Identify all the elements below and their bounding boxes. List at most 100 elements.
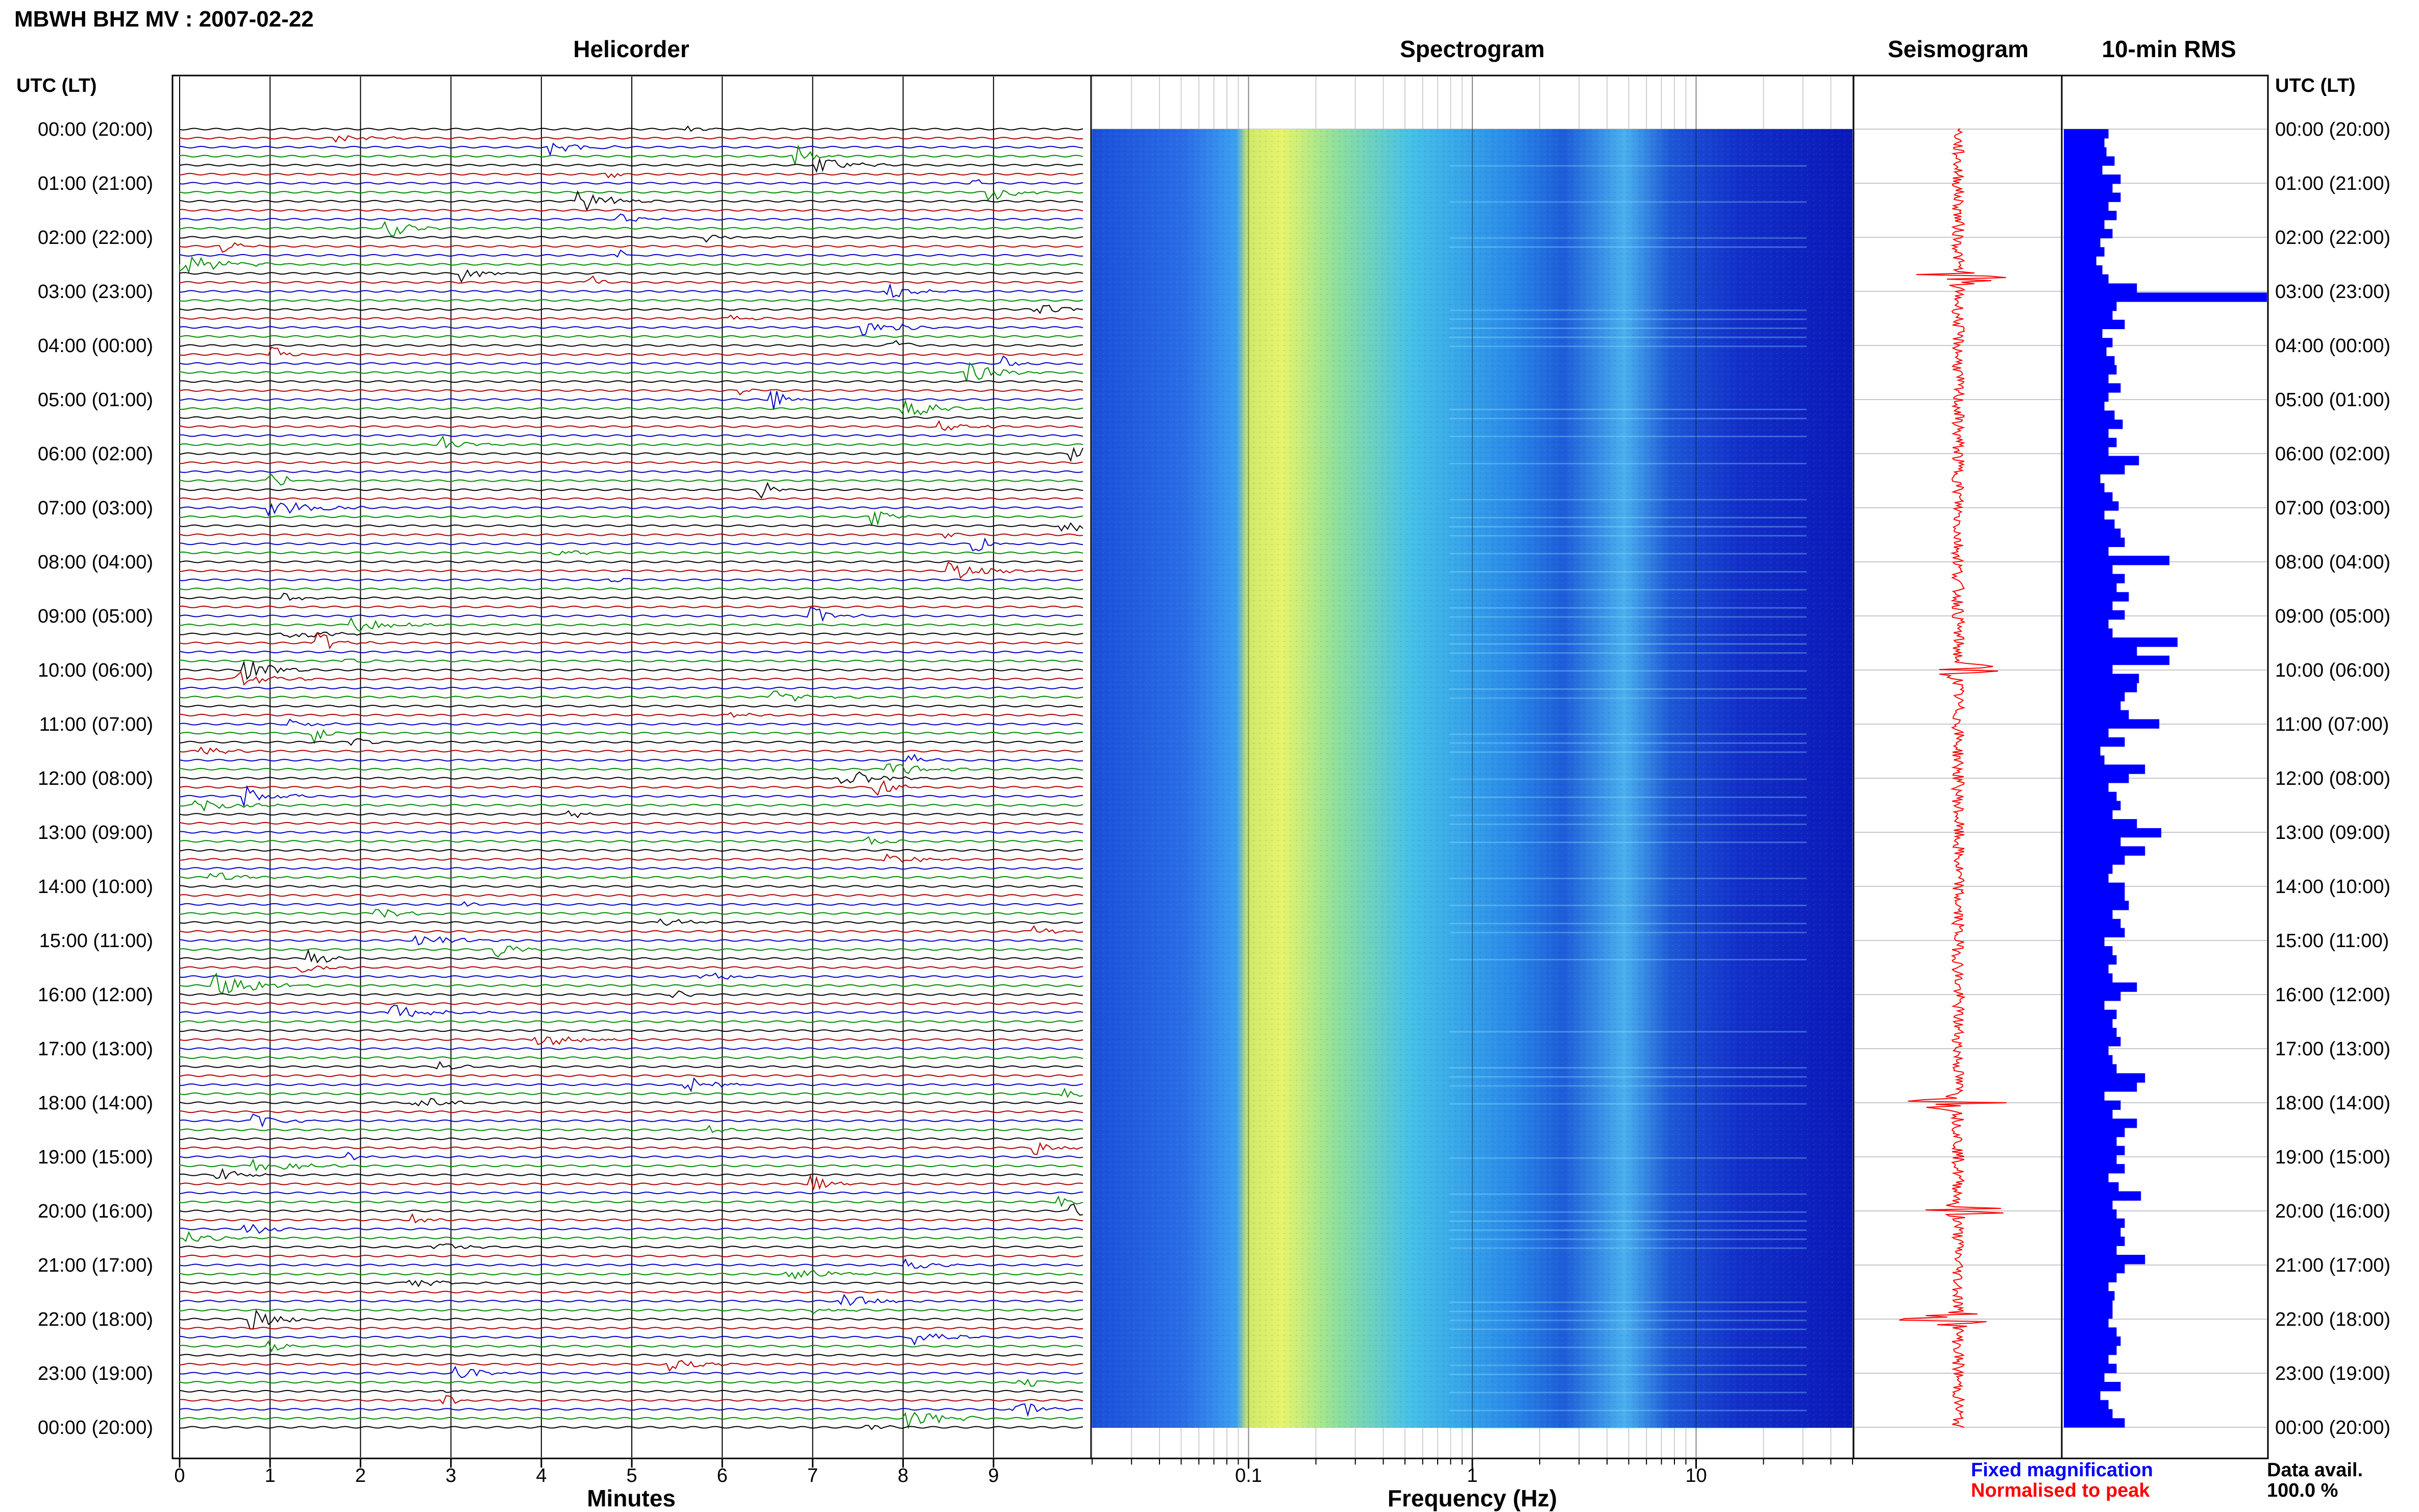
rms-bar xyxy=(2064,1364,2117,1373)
hour-label-left: 00:00 (20:00) xyxy=(38,119,153,140)
hour-label-right: 22:00 (18:00) xyxy=(2275,1309,2390,1330)
hour-label-left: 06:00 (02:00) xyxy=(38,443,153,465)
helicorder-line xyxy=(179,1020,1083,1023)
helicorder-line xyxy=(179,314,1083,320)
rms-bar xyxy=(2064,1382,2121,1392)
hour-label-right: 15:00 (11:00) xyxy=(2275,930,2389,952)
hour-label-right: 03:00 (23:00) xyxy=(2275,281,2390,303)
helicorder-line xyxy=(179,949,1083,964)
hour-label-left: 07:00 (03:00) xyxy=(38,498,153,519)
rms-bar xyxy=(2064,801,2121,810)
helicorder-line xyxy=(179,1279,1083,1287)
helicorder-line xyxy=(179,909,1083,918)
helicorder-line xyxy=(179,780,1083,796)
rms-bar xyxy=(2064,1037,2121,1047)
rms-bar xyxy=(2064,219,2105,230)
rms-bar xyxy=(2064,819,2137,829)
helicorder-line xyxy=(179,1047,1083,1050)
helicorder-line xyxy=(179,390,1083,410)
rms-bar xyxy=(2064,1418,2125,1428)
rms-bar xyxy=(2064,1091,2105,1101)
helicorder-line xyxy=(179,853,1083,863)
rms-bar xyxy=(2064,1291,2115,1301)
hour-label-left: 10:00 (06:00) xyxy=(38,660,153,681)
hour-label-left: 00:00 (20:00) xyxy=(38,1417,153,1439)
helicorder-line xyxy=(179,213,1083,222)
spectrogram-panel: 0.1 1 10 xyxy=(1090,75,1855,1486)
helicorder-line xyxy=(179,1354,1083,1357)
rms-bar xyxy=(2064,238,2101,247)
helicorder-line xyxy=(179,972,1083,980)
helicorder-line xyxy=(179,771,1083,784)
helicorder-line xyxy=(179,172,1083,179)
rms-bar xyxy=(2064,1046,2109,1056)
helicorder-line xyxy=(179,1270,1083,1280)
helicorder-line xyxy=(179,1291,1083,1294)
data-availability-value: 100.0 % xyxy=(2267,1480,2338,1501)
helicorder-line xyxy=(179,1077,1083,1093)
rms-bar xyxy=(2064,410,2115,420)
rms-bar xyxy=(2064,383,2121,393)
rms-bar xyxy=(2064,192,2121,202)
rms-bar xyxy=(2064,1209,2117,1219)
rms-panel xyxy=(2061,75,2269,1459)
hour-label-right: 17:00 (13:00) xyxy=(2275,1038,2390,1060)
hour-label-right: 16:00 (12:00) xyxy=(2275,984,2390,1006)
rms-bar xyxy=(2064,882,2125,892)
hour-label-right: 23:00 (19:00) xyxy=(2275,1363,2390,1384)
rms-bar xyxy=(2064,374,2109,384)
rms-bar xyxy=(2064,655,2169,665)
rms-bar xyxy=(2064,1309,2113,1319)
rms-bar xyxy=(2064,746,2101,756)
rms-bar xyxy=(2064,1354,2109,1365)
rms-bar xyxy=(2064,937,2105,947)
helicorder-line xyxy=(179,705,1083,708)
helicorder-line xyxy=(179,323,1083,336)
rms-bar xyxy=(2064,1119,2137,1128)
rms-bar xyxy=(2064,1019,2113,1028)
helicorder-line xyxy=(179,299,1083,302)
helicorder-line xyxy=(179,605,1083,608)
rms-bar xyxy=(2064,928,2125,937)
helicorder-line xyxy=(179,242,1083,253)
hour-label-right: 06:00 (02:00) xyxy=(2275,443,2390,465)
frequency-tick-label: 0.1 xyxy=(1235,1465,1262,1486)
helicorder-line xyxy=(179,592,1083,601)
hour-label-left: 04:00 (00:00) xyxy=(38,335,153,357)
rms-bar xyxy=(2064,1146,2125,1155)
helicorder-panel: 0 1 2 3 4 5 6 7 8 9 xyxy=(171,75,1092,1486)
helicorder-line xyxy=(179,946,1083,958)
rms-bar xyxy=(2064,483,2105,493)
helicorder-line xyxy=(179,560,1083,563)
helicorder-line xyxy=(179,885,1083,888)
rms-bar xyxy=(2064,265,2103,275)
hour-label-left: 02:00 (22:00) xyxy=(38,227,153,249)
rms-bar xyxy=(2064,855,2125,865)
minute-tick-label: 8 xyxy=(898,1465,908,1486)
helicorder-line xyxy=(179,482,1083,499)
helicorder-line xyxy=(179,502,1083,517)
helicorder-line xyxy=(179,671,1083,686)
seismogram-trace xyxy=(1899,129,2007,1428)
rms-bar xyxy=(2064,456,2139,465)
helicorder-line xyxy=(179,1333,1083,1346)
hour-label-right: 11:00 (07:00) xyxy=(2275,714,2389,735)
rms-bar xyxy=(2064,919,2121,929)
hour-label-right: 00:00 (20:00) xyxy=(2275,1417,2390,1439)
rms-bar xyxy=(2064,1182,2119,1192)
helicorder-line xyxy=(179,190,1083,201)
rms-bar xyxy=(2064,347,2107,357)
rms-bar xyxy=(2064,329,2103,338)
rms-bar xyxy=(2064,1400,2109,1409)
helicorder-line xyxy=(179,510,1083,527)
helicorder-line xyxy=(179,1195,1083,1208)
helicorder-line xyxy=(179,1360,1083,1372)
rms-bar xyxy=(2064,1236,2125,1246)
helicorder-x-ticks: 0 1 2 3 4 5 6 7 8 9 xyxy=(174,1458,999,1486)
helicorder-line xyxy=(179,1036,1083,1046)
helicorder-line xyxy=(179,1074,1083,1077)
helicorder-line xyxy=(179,1390,1083,1393)
hour-label-right: 01:00 (21:00) xyxy=(2275,173,2390,194)
helicorder-line xyxy=(179,651,1083,654)
hour-label-left: 14:00 (10:00) xyxy=(38,876,153,898)
